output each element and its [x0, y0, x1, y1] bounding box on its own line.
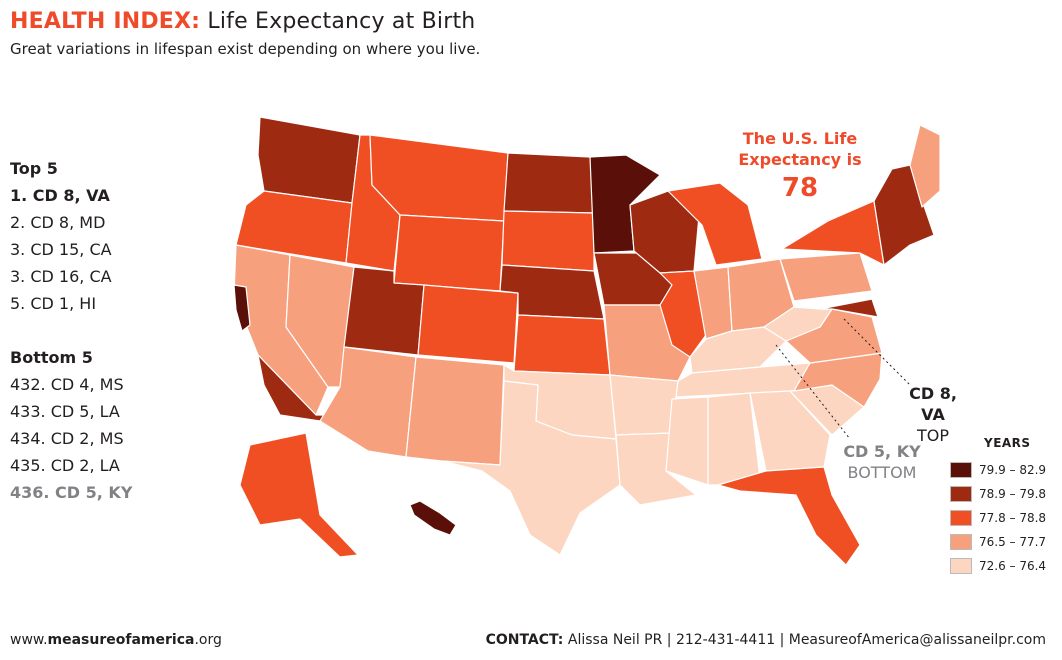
bottom5-item: 433. CD 5, LA: [10, 402, 120, 421]
region-michigan: [667, 182, 763, 266]
region-pennsylvania: [779, 252, 873, 302]
top5-item: 1. CD 8, VA: [10, 186, 110, 205]
top5-item: 2. CD 8, MD: [10, 213, 106, 232]
title-brand: HEALTH INDEX:: [10, 9, 201, 34]
region-hawaii: [409, 500, 457, 536]
top-leader-line: [843, 318, 911, 386]
legend-item: 79.9 – 82.9: [950, 458, 1046, 482]
legend-swatch: [950, 510, 972, 526]
site-suffix: .org: [194, 632, 222, 648]
top5-item: 3. CD 15, CA: [10, 240, 112, 259]
region-nevada: [285, 254, 355, 388]
legend-swatch: [950, 486, 972, 502]
top-district-word: TOP: [916, 426, 949, 445]
bottom5-heading: Bottom 5: [10, 348, 93, 367]
region-kansas: [513, 314, 611, 376]
legend-label: 72.6 – 76.4: [979, 559, 1047, 573]
region-florida: [717, 466, 861, 566]
bottom-district-word: BOTTOM: [847, 463, 917, 482]
region-maine: [909, 124, 940, 208]
region-california-bay: [233, 284, 251, 332]
region-new-mexico: [405, 356, 505, 466]
contact-text: Alissa Neil PR | 212-431-4411 | Measureo…: [567, 632, 1046, 648]
bottom5-item: 434. CD 2, MS: [10, 429, 124, 448]
callout-line2: Expectancy is: [738, 150, 862, 169]
map-legend: YEARS 79.9 – 82.9 78.9 – 79.8 77.8 – 78.…: [950, 436, 1046, 578]
page-subtitle: Great variations in lifespan exist depen…: [10, 40, 481, 58]
legend-item: 76.5 – 77.7: [950, 530, 1046, 554]
top-district-name: CD 8, VA: [909, 384, 957, 424]
bottom-district-label: CD 5, KY BOTTOM: [842, 441, 922, 483]
region-wyoming: [393, 214, 505, 292]
region-georgia: [749, 390, 831, 472]
title-text: Life Expectancy at Birth: [207, 9, 476, 34]
legend-item: 78.9 – 79.8: [950, 482, 1046, 506]
legend-label: 79.9 – 82.9: [979, 463, 1047, 477]
region-arkansas: [609, 374, 679, 436]
website-link[interactable]: www.measureofamerica.org: [10, 632, 222, 648]
legend-item: 72.6 – 76.4: [950, 554, 1046, 578]
region-alabama: [707, 392, 761, 486]
legend-label: 78.9 – 79.8: [979, 487, 1047, 501]
region-maryland: [819, 298, 879, 318]
top5-item: 5. CD 1, HI: [10, 294, 97, 313]
bottom-district-name: CD 5, KY: [843, 442, 921, 461]
legend-swatch: [950, 462, 972, 478]
legend-swatch: [950, 534, 972, 550]
site-prefix: www.: [10, 632, 48, 648]
us-choropleth-map: [233, 116, 940, 566]
region-oregon: [235, 190, 353, 264]
region-new-england: [873, 164, 935, 266]
region-mississippi: [665, 396, 709, 486]
region-north-dakota: [503, 152, 595, 214]
contact-line: CONTACT: Alissa Neil PR | 212-431-4411 |…: [486, 632, 1046, 648]
bottom5-item: 436. CD 5, KY: [10, 483, 133, 502]
page-title: HEALTH INDEX: Life Expectancy at Birth: [10, 9, 475, 34]
region-alaska: [239, 432, 359, 558]
region-colorado: [417, 284, 519, 364]
callout-line1: The U.S. Life: [742, 129, 858, 148]
legend-label: 77.8 – 78.8: [979, 511, 1047, 525]
us-average-callout: The U.S. Life Expectancy is 78: [730, 128, 870, 206]
legend-item: 77.8 – 78.8: [950, 506, 1046, 530]
region-texas: [441, 380, 621, 556]
bottom5-item: 435. CD 2, LA: [10, 456, 120, 475]
legend-label: 76.5 – 77.7: [979, 535, 1047, 549]
region-south-dakota: [501, 210, 595, 272]
legend-title: YEARS: [984, 436, 1031, 450]
callout-value: 78: [781, 173, 819, 203]
legend-swatch: [950, 558, 972, 574]
top5-heading: Top 5: [10, 159, 58, 178]
region-washington: [257, 116, 361, 204]
contact-label: CONTACT:: [485, 632, 564, 648]
top-district-label: CD 8, VA TOP: [898, 383, 968, 446]
rankings-panel: Top 5 1. CD 8, VA 2. CD 8, MD 3. CD 15, …: [10, 155, 132, 506]
bottom5-item: 432. CD 4, MS: [10, 375, 124, 394]
site-name: measureofamerica: [47, 632, 195, 648]
top5-item: 3. CD 16, CA: [10, 267, 112, 286]
